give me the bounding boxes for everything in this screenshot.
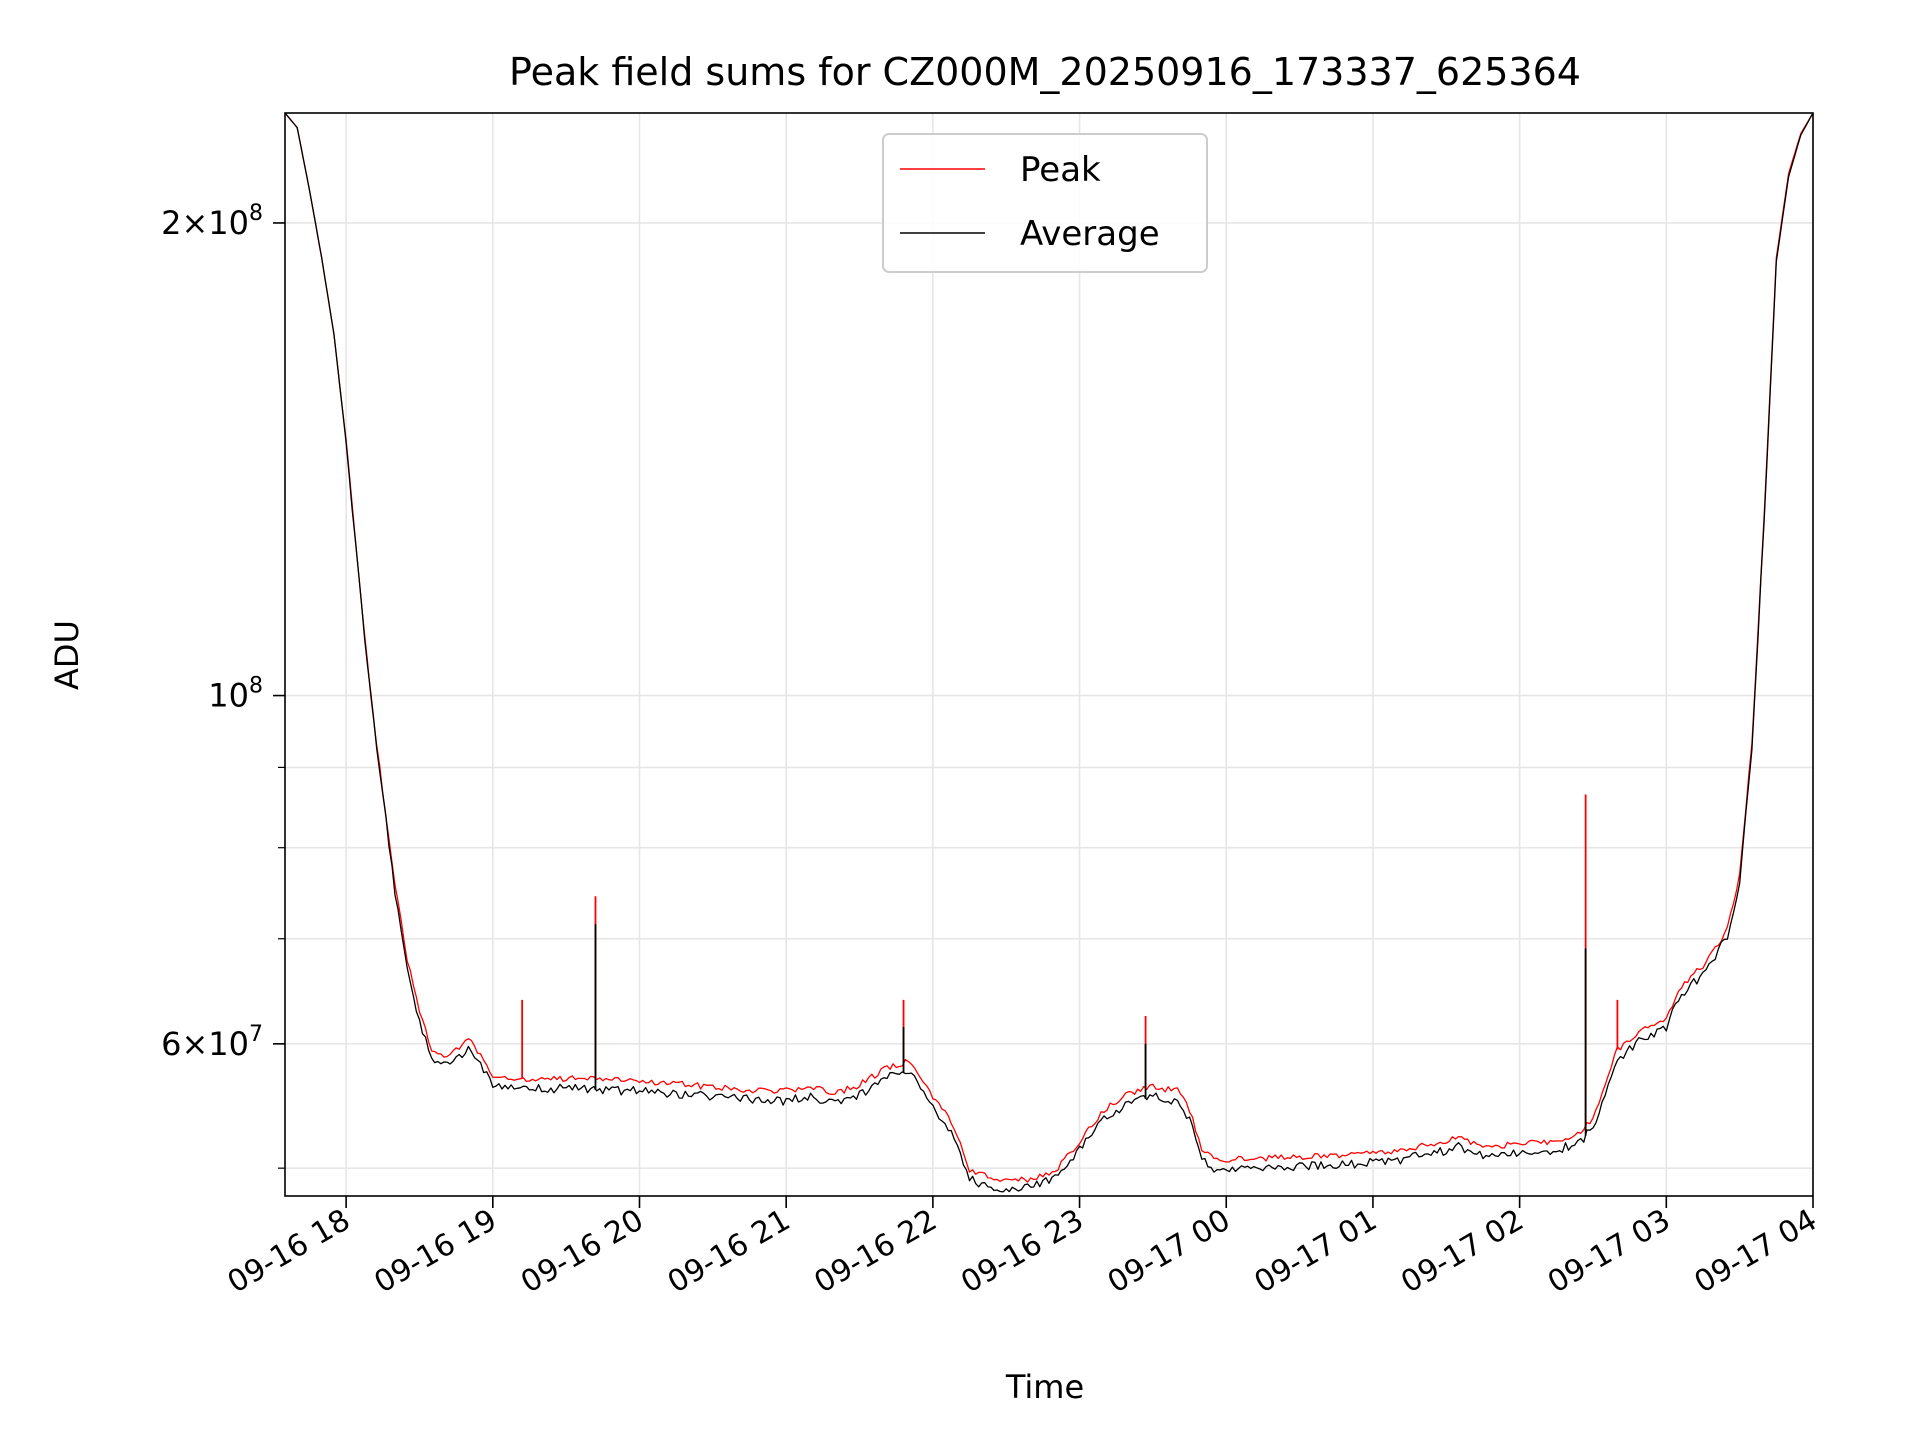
series-line-average bbox=[284, 112, 1814, 1193]
series-layer bbox=[284, 112, 1814, 1193]
y-tick-label: 2×108 bbox=[161, 201, 263, 242]
y-tick-label: 108 bbox=[208, 674, 263, 715]
y-axis-label: ADU bbox=[48, 620, 86, 690]
plot-frame bbox=[284, 112, 1814, 1197]
legend: Peak Average bbox=[882, 133, 1208, 273]
legend-label-peak: Peak bbox=[1020, 150, 1101, 190]
x-axis-label: Time bbox=[1005, 1368, 1084, 1406]
legend-label-average: Average bbox=[1020, 214, 1160, 254]
chart-title: Peak field sums for CZ000M_20250916_1733… bbox=[509, 50, 1581, 94]
series-line-peak bbox=[284, 112, 1814, 1183]
y-axis-ticks: 2×108 108 6×107 bbox=[161, 201, 285, 1169]
y-tick-label: 6×107 bbox=[161, 1022, 263, 1063]
